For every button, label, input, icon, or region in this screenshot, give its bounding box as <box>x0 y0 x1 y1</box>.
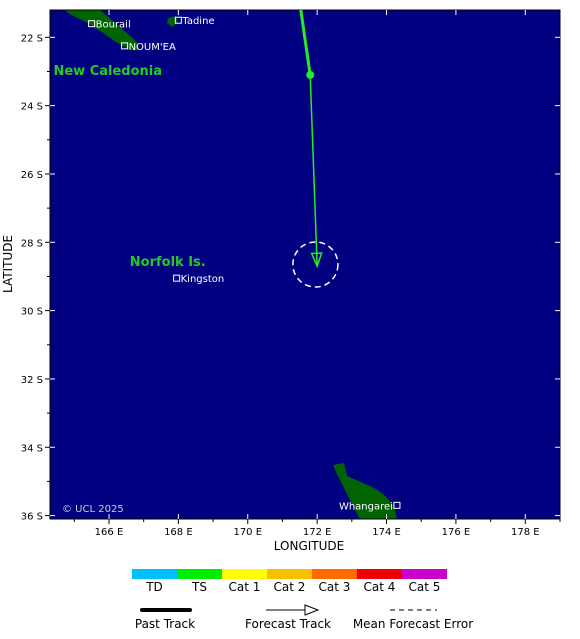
mean-error-label: Mean Forecast Error <box>353 617 473 631</box>
plot-frame <box>49 9 561 520</box>
past-track-line <box>299 10 312 76</box>
lat-tick-label: 32 S <box>21 375 43 386</box>
land-layer <box>65 10 397 519</box>
city-label: Tadine <box>181 16 214 27</box>
lon-tick-label: 178 E <box>511 527 540 538</box>
city-marker <box>393 501 401 509</box>
legend-category-label: Cat 5 <box>409 580 441 594</box>
legend-swatch <box>267 569 312 579</box>
longitude-ticks: 166 E 168 E 170 E 172 E 174 E 176 E 178 E <box>73 10 561 538</box>
lat-tick-label: 24 S <box>21 102 43 113</box>
legend-swatch <box>312 569 357 579</box>
mean-forecast-error-circle <box>292 241 339 288</box>
city-marker <box>174 16 182 24</box>
lon-tick-label: 172 E <box>303 527 332 538</box>
region-labels: New Caledonia Norfolk Is. <box>53 64 205 270</box>
legend-swatch <box>177 569 222 579</box>
lat-tick-label: 36 S <box>21 512 43 523</box>
lon-tick-label: 166 E <box>95 527 124 538</box>
city-label: NOUM'EA <box>129 42 176 53</box>
legend-category-label: TD <box>145 580 163 594</box>
ocean-area <box>50 10 560 519</box>
latitude-ticks: 22 S 24 S 26 S 28 S 30 S 32 S 34 S 36 S <box>21 33 560 523</box>
x-axis-label: LONGITUDE <box>274 539 344 553</box>
new-zealand-land <box>333 463 397 519</box>
legend-swatch <box>222 569 267 579</box>
new-caledonia-land <box>65 10 139 51</box>
track-point <box>306 70 315 79</box>
storm-track <box>292 10 339 288</box>
legend-category-label: Cat 2 <box>274 580 306 594</box>
lon-tick-label: 176 E <box>442 527 471 538</box>
legend-category-label: Cat 3 <box>319 580 351 594</box>
lat-tick-label: 26 S <box>21 170 43 181</box>
legend-swatch <box>402 569 447 579</box>
lat-tick-label: 22 S <box>21 33 43 44</box>
city-label: Kingston <box>181 274 225 285</box>
legend-category-label: Cat 4 <box>364 580 396 594</box>
intensity-legend: TD TS Cat 1 Cat 2 Cat 3 Cat 4 Cat 5 <box>132 569 447 594</box>
legend-swatch <box>357 569 402 579</box>
forecast-track-line <box>309 74 318 267</box>
lon-tick-label: 168 E <box>164 527 193 538</box>
city-labels: Bourail Tadine NOUM'EA Kingston Whangarei <box>88 16 401 512</box>
lon-tick-label: 174 E <box>372 527 401 538</box>
lat-tick-label: 34 S <box>21 443 43 454</box>
lon-tick-label: 170 E <box>233 527 262 538</box>
city-marker <box>121 42 129 50</box>
map-axes <box>49 9 561 520</box>
track-legend: Past Track Forecast Track Mean Forecast … <box>135 604 473 631</box>
forecast-track-label: Forecast Track <box>245 617 331 631</box>
city-label: Bourail <box>96 20 131 31</box>
legend-swatch <box>132 569 177 579</box>
forecast-arrow-icon <box>304 604 320 616</box>
region-label: New Caledonia <box>53 64 162 79</box>
copyright-credit: © UCL 2025 <box>62 504 124 515</box>
y-axis-label: LATITUDE <box>1 235 15 293</box>
legend-category-label: TS <box>191 580 207 594</box>
past-track-label: Past Track <box>135 617 195 631</box>
region-label: Norfolk Is. <box>130 255 206 270</box>
lat-tick-label: 30 S <box>21 307 43 318</box>
forecast-arrowhead <box>310 252 323 269</box>
legend-category-label: Cat 1 <box>229 580 261 594</box>
city-marker <box>88 20 96 28</box>
city-label: Whangarei <box>339 501 393 512</box>
lat-tick-label: 28 S <box>21 238 43 249</box>
city-marker <box>173 274 181 282</box>
